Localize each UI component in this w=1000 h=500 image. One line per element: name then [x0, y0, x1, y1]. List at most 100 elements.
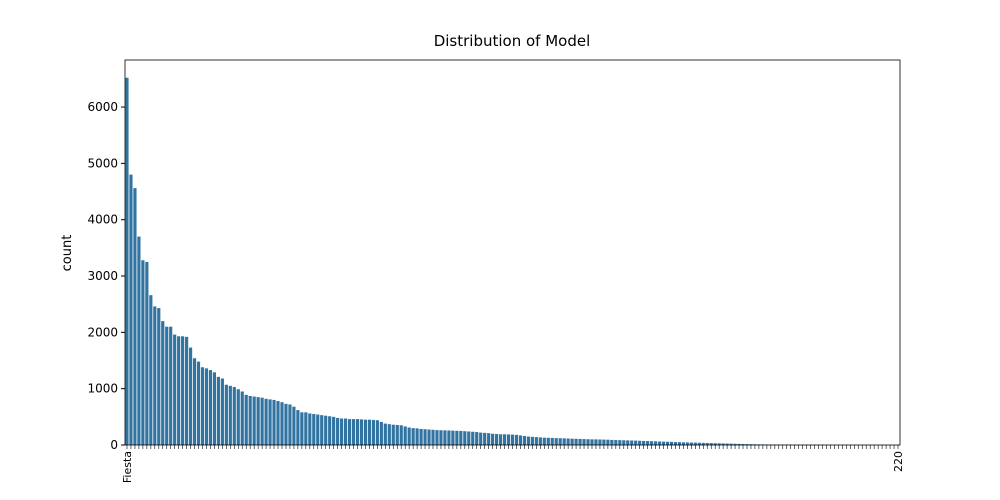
- bar: [371, 419, 375, 445]
- bar: [308, 413, 312, 445]
- bar: [304, 412, 308, 445]
- bar: [562, 438, 566, 445]
- bar: [216, 376, 220, 445]
- bar: [320, 415, 324, 445]
- bar: [332, 416, 336, 445]
- bar: [733, 443, 737, 445]
- bar: [204, 368, 209, 445]
- bar: [697, 442, 701, 445]
- y-tick-label: 1000: [87, 382, 118, 396]
- bar: [598, 439, 602, 445]
- bar: [316, 414, 320, 445]
- bar: [586, 439, 590, 445]
- bar: [483, 432, 487, 445]
- bar: [558, 438, 562, 445]
- bar: [415, 428, 419, 445]
- bar: [324, 415, 328, 445]
- bar: [721, 443, 725, 445]
- bar: [232, 386, 236, 445]
- bar: [367, 419, 372, 445]
- bar: [363, 419, 368, 445]
- bar: [459, 430, 463, 445]
- bar: [268, 399, 272, 445]
- bar: [129, 174, 133, 445]
- bar: [149, 295, 153, 445]
- bar: [276, 401, 280, 445]
- bar: [236, 389, 240, 445]
- bar: [538, 437, 542, 445]
- bar: [248, 395, 252, 445]
- bar: [479, 432, 483, 445]
- x-tick-label: Fiesta: [121, 451, 134, 483]
- bar: [506, 434, 511, 445]
- bar: [379, 421, 383, 445]
- bar: [375, 420, 379, 445]
- bar: [423, 429, 427, 445]
- bar: [550, 437, 554, 445]
- bar: [693, 442, 697, 445]
- bar: [355, 419, 360, 445]
- bar: [419, 428, 423, 445]
- bar: [665, 441, 670, 445]
- bar: [340, 418, 344, 445]
- bar: [582, 439, 586, 445]
- bar: [514, 434, 519, 445]
- bar: [153, 306, 157, 445]
- bar: [387, 424, 391, 445]
- bar: [399, 425, 403, 445]
- bar: [725, 443, 729, 445]
- bar: [336, 417, 340, 445]
- bar: [546, 437, 550, 445]
- bar: [328, 416, 332, 445]
- bar: [244, 394, 248, 445]
- bar: [212, 372, 217, 445]
- bar: [169, 326, 173, 445]
- bar: [272, 399, 276, 445]
- bar: [256, 397, 260, 445]
- bar: [713, 443, 717, 445]
- bar: [709, 443, 713, 445]
- y-tick-label: 6000: [87, 100, 118, 114]
- y-tick-label: 4000: [87, 213, 118, 227]
- bar: [224, 384, 228, 445]
- bar: [391, 424, 395, 445]
- chart-title: Distribution of Model: [434, 32, 591, 50]
- bar: [192, 358, 197, 445]
- bar: [566, 438, 570, 445]
- bar: [451, 430, 455, 445]
- bar: [729, 443, 733, 445]
- bar: [455, 430, 459, 445]
- bar: [443, 430, 447, 445]
- bar: [498, 434, 503, 445]
- bar: [618, 440, 622, 445]
- x-tick-label: 220: [892, 451, 905, 472]
- bar: [208, 370, 213, 445]
- bar: [133, 188, 137, 445]
- bar: [403, 426, 407, 445]
- bar: [510, 434, 515, 445]
- bar: [681, 442, 685, 445]
- bar: [570, 438, 574, 445]
- bar: [252, 396, 256, 445]
- bar: [673, 442, 678, 445]
- bar: [614, 440, 618, 445]
- y-tick-label: 0: [110, 438, 118, 452]
- bar: [395, 425, 399, 445]
- bar: [141, 260, 145, 445]
- bar: [669, 441, 674, 445]
- bar: [642, 440, 646, 445]
- y-tick-label: 3000: [87, 269, 118, 283]
- bar: [661, 441, 666, 445]
- bar: [578, 438, 582, 445]
- bar: [737, 443, 741, 445]
- bar: [594, 439, 598, 445]
- bar: [284, 403, 288, 445]
- y-tick-label: 2000: [87, 325, 118, 339]
- bar: [491, 433, 495, 445]
- bar: [200, 367, 205, 445]
- bar: [526, 436, 530, 445]
- bar: [300, 412, 304, 445]
- bar: [359, 419, 364, 445]
- bar: [463, 431, 467, 445]
